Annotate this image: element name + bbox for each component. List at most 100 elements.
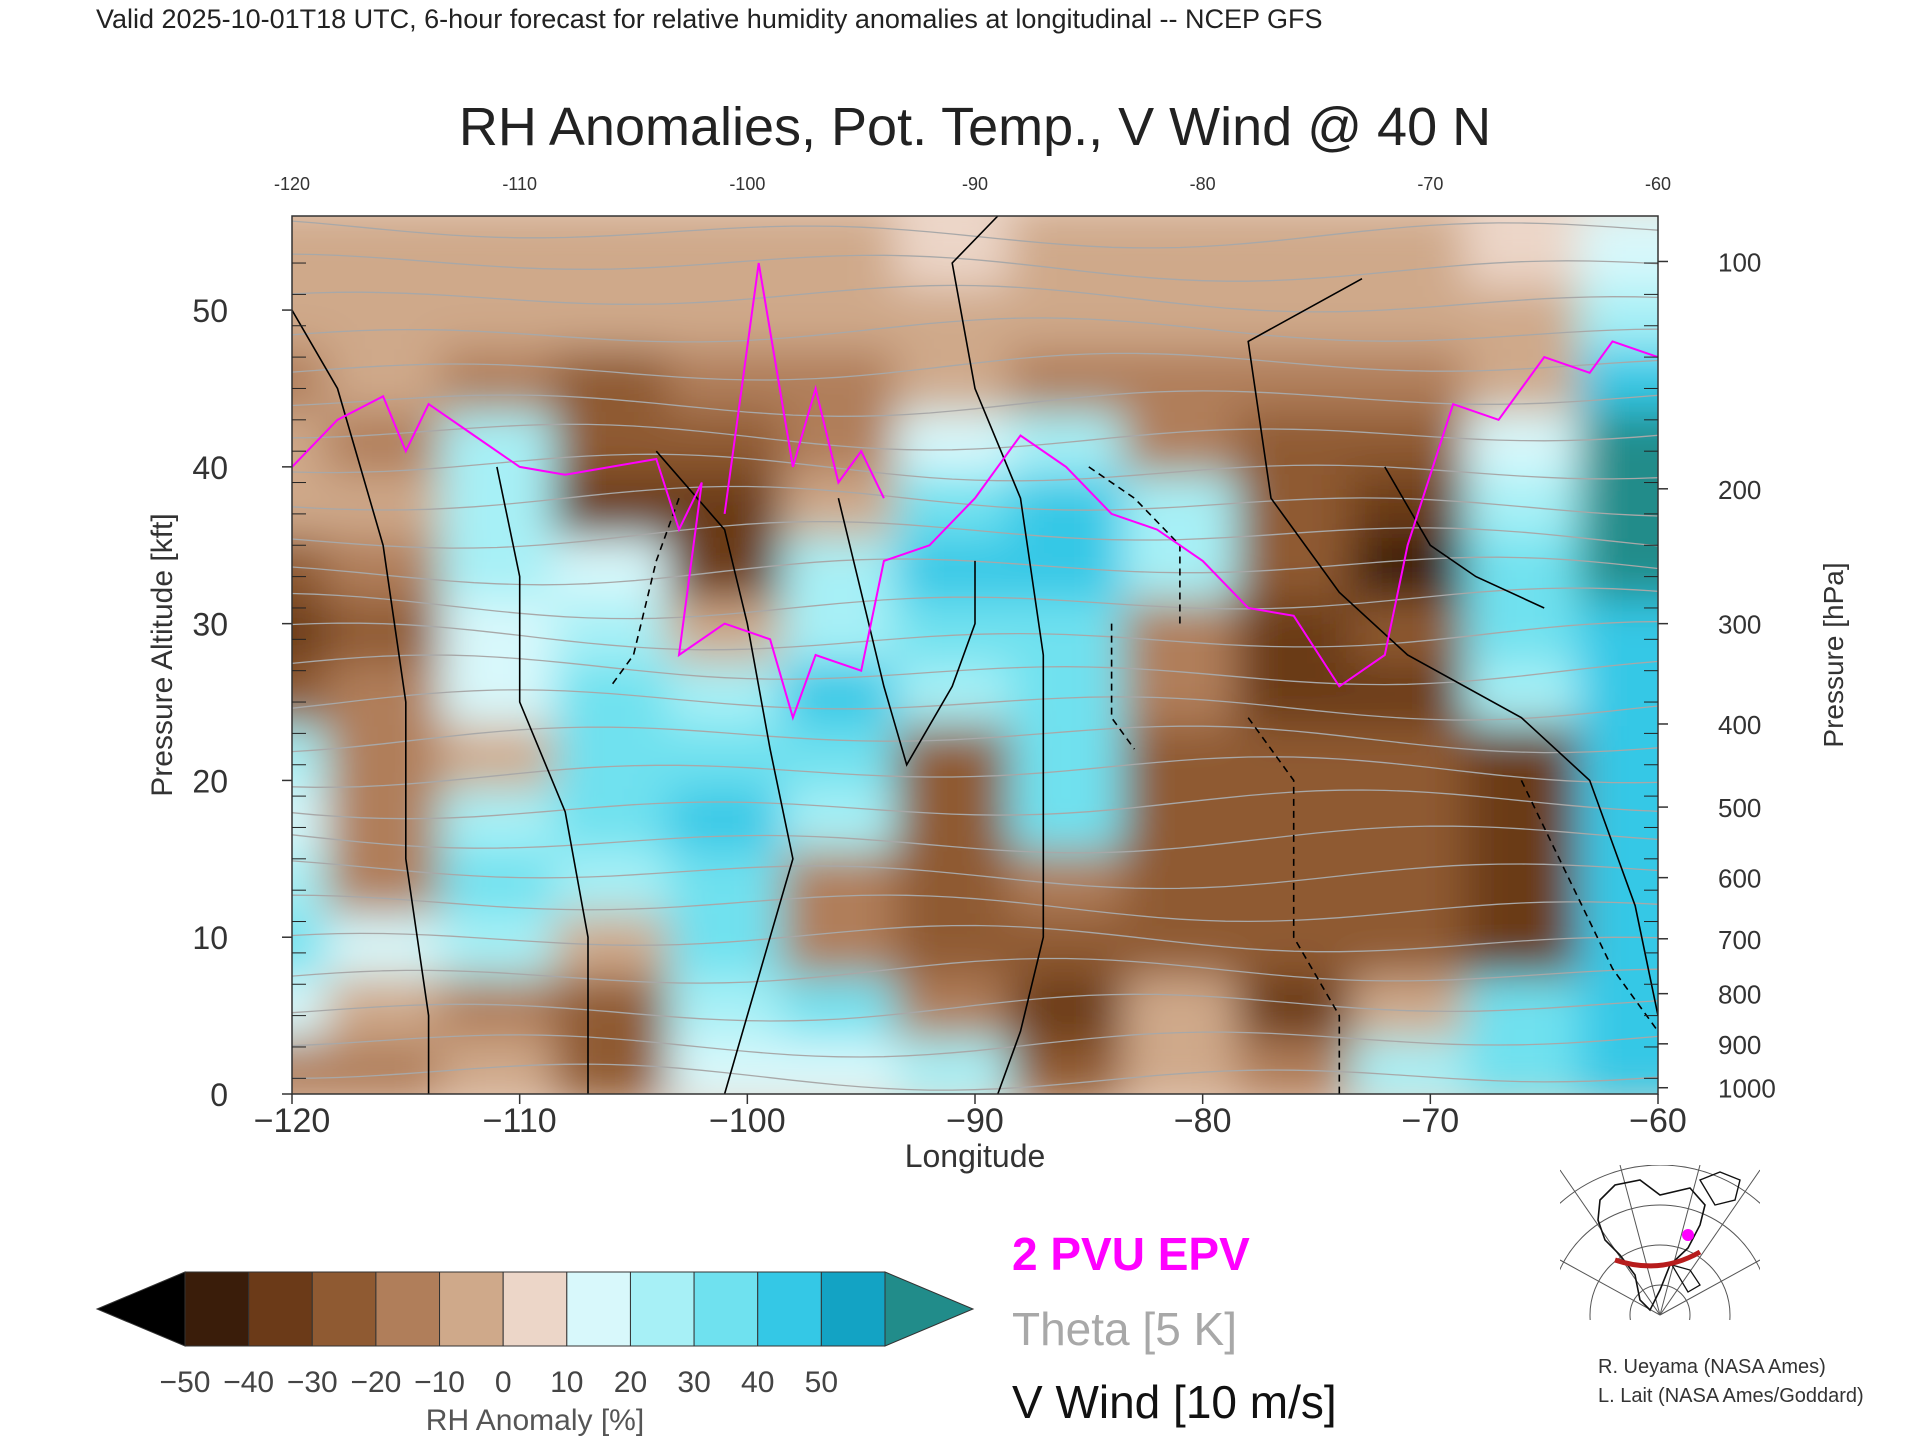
y-axis-label-right: Pressure [hPa]	[1818, 562, 1849, 747]
theta-contour-line	[292, 924, 1658, 953]
pressure-tick-label: 500	[1718, 793, 1761, 823]
pressure-tick-label: 100	[1718, 247, 1761, 277]
epv-contour-line	[292, 340, 1658, 721]
top-tick-label: -90	[962, 174, 988, 194]
y-axis-label-left: Pressure Altitude [kft]	[146, 513, 179, 796]
colorbar-tick-label: −40	[223, 1366, 274, 1399]
v-wind-contour-line	[1247, 717, 1341, 1094]
theta-contour-line	[292, 390, 1658, 417]
theta-contour-line	[292, 485, 1658, 517]
chart-title: RH Anomalies, Pot. Temp., V Wind @ 40 N	[459, 97, 1491, 157]
v-wind-contour-line	[1088, 466, 1181, 624]
theta-contour-line	[292, 825, 1658, 854]
colorbar-over-arrow	[884, 1271, 975, 1347]
x-tick-label: −120	[254, 1102, 331, 1140]
theta-contour-line	[292, 756, 1658, 788]
y-tick-label: 20	[192, 763, 228, 799]
pressure-tick-label: 400	[1718, 710, 1761, 740]
v-wind-contour-line	[837, 498, 976, 767]
theta-contour-line	[292, 894, 1658, 923]
credit-line-2: L. Lait (NASA Ames/Goddard)	[1598, 1385, 1864, 1407]
x-tick-label: −60	[1629, 1102, 1687, 1140]
top-tick-label: -70	[1417, 174, 1443, 194]
colorbar-tick-label: −20	[350, 1366, 401, 1399]
theta-contour-line	[292, 1031, 1658, 1058]
pressure-tick-label: 600	[1718, 864, 1761, 894]
colorbar-label: RH Anomaly [%]	[426, 1404, 644, 1437]
epv-contour-spike	[723, 262, 885, 515]
pressure-tick-label: 200	[1718, 475, 1761, 505]
v-wind-contour-line	[1247, 277, 1658, 1016]
colorbar-bin	[184, 1271, 250, 1347]
v-wind-contour-line	[951, 216, 1045, 1094]
v-wind-contour-line	[292, 309, 430, 1094]
v-wind-contour-line	[1384, 466, 1545, 609]
rh-anomaly-heatmap	[292, 216, 1658, 1094]
colorbar-bin	[693, 1271, 759, 1347]
colorbar-under-arrow	[95, 1271, 186, 1347]
pressure-tick-label: 900	[1718, 1030, 1761, 1060]
theta-contour-line	[292, 453, 1658, 482]
theta-contour-line	[292, 860, 1658, 890]
pressure-tick-label: 800	[1718, 980, 1761, 1010]
theta-contour-line	[292, 520, 1658, 549]
top-tick-label: -120	[274, 174, 310, 194]
colorbar-tick-label: 50	[805, 1366, 838, 1399]
pressure-tick-label: 300	[1718, 610, 1761, 640]
x-tick-label: −90	[946, 1102, 1004, 1140]
colorbar-tick-label: 10	[550, 1366, 583, 1399]
pressure-tick-label: 700	[1718, 925, 1761, 955]
x-tick-label: −70	[1401, 1102, 1459, 1140]
theta-contour-line	[292, 253, 1658, 282]
y-tick-label: 10	[192, 920, 228, 956]
colorbar-bin	[820, 1271, 886, 1347]
theta-contour-line	[292, 284, 1658, 313]
pressure-tick-label: 1000	[1718, 1074, 1776, 1104]
theta-contour-line	[292, 993, 1658, 1022]
v-wind-contour-line	[655, 450, 794, 1094]
v-wind-contour-line	[496, 466, 589, 1094]
top-tick-label: -60	[1645, 174, 1671, 194]
colorbar-bin	[757, 1271, 822, 1347]
axes: −120 -120 −110 -110 −100 -100 −90 -90 −80 -80 −70 -…	[192, 174, 1775, 1140]
colorbar-bin	[311, 1271, 377, 1347]
v-wind-contour-line	[1520, 780, 1658, 1032]
v-wind-contour-line	[610, 497, 680, 687]
locator-map	[1560, 1165, 1760, 1320]
colorbar-bin	[566, 1271, 631, 1347]
colorbar: −50 −40 −30 −20 −10 0 10 20 30 40 50	[95, 1271, 975, 1399]
x-axis-label: Longitude	[905, 1138, 1046, 1174]
colorbar-bin	[439, 1271, 504, 1347]
theta-contour-line	[292, 423, 1658, 451]
y-tick-label: 40	[192, 450, 228, 486]
x-tick-label: −100	[709, 1102, 786, 1140]
y-tick-label: 30	[192, 607, 228, 643]
colorbar-tick-label: 40	[741, 1366, 774, 1399]
header-text: Valid 2025-10-01T18 UTC, 6-hour forecast…	[96, 4, 1323, 34]
theta-contour-line	[292, 317, 1658, 343]
theta-contour-line	[292, 789, 1658, 820]
colorbar-tick-label: −50	[160, 1366, 211, 1399]
y-tick-label: 0	[210, 1077, 228, 1113]
theta-contour-line	[292, 220, 1658, 249]
top-tick-label: -110	[502, 174, 537, 194]
x-tick-label: −110	[483, 1102, 557, 1140]
colorbar-bin	[375, 1271, 441, 1347]
colorbar-tick-label: −10	[414, 1366, 465, 1399]
colorbar-bin	[248, 1271, 313, 1347]
legend-theta: Theta [5 K]	[1012, 1303, 1237, 1355]
v-wind-contours	[292, 216, 1658, 1094]
theta-contour-line	[292, 725, 1658, 754]
epv-contour	[292, 262, 1658, 721]
colorbar-bin	[502, 1271, 568, 1347]
top-tick-label: -80	[1190, 174, 1216, 194]
theta-contour-line	[292, 352, 1658, 381]
top-tick-label: -100	[729, 174, 765, 194]
credit-line-1: R. Ueyama (NASA Ames)	[1598, 1356, 1826, 1378]
colorbar-bin	[629, 1271, 695, 1347]
theta-contour-line	[292, 1063, 1658, 1091]
colorbar-tick-label: −30	[287, 1366, 338, 1399]
theta-contour-line	[292, 957, 1658, 984]
colorbar-tick-label: 30	[677, 1366, 710, 1399]
